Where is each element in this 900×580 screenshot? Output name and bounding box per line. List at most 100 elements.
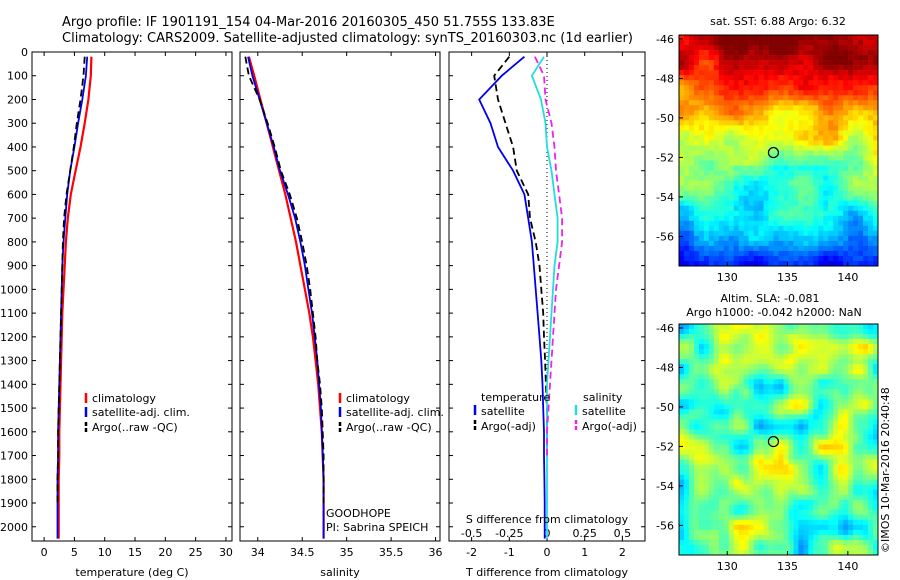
sla-cell: [793, 529, 799, 536]
sla-cell: [708, 474, 715, 480]
sla-cell: [738, 364, 744, 370]
sst-cell: [858, 195, 864, 202]
sst-cell: [843, 60, 849, 66]
sst-cell: [768, 250, 774, 257]
sst-cell: [853, 245, 859, 252]
sla-cell: [853, 459, 859, 465]
sst-cell: [723, 180, 730, 186]
sla-cell: [708, 354, 715, 360]
sst-cell: [808, 125, 814, 131]
sla-cell: [753, 414, 759, 420]
sla-cell: [679, 494, 685, 501]
sla-cell: [748, 429, 754, 435]
sla-cell: [863, 454, 869, 460]
sst-cell: [718, 55, 725, 61]
sla-cell: [718, 429, 725, 435]
sla-cell: [753, 329, 759, 335]
sla-cell: [868, 519, 874, 526]
sst-cell: [688, 50, 695, 56]
sst-cell: [873, 145, 878, 151]
sla-cell: [738, 534, 744, 541]
sst-cell: [758, 150, 764, 156]
sst-cell: [803, 125, 809, 131]
sla-cell: [843, 339, 849, 345]
sla-cell: [713, 469, 720, 475]
sla-cell: [823, 369, 829, 375]
sla-cell: [708, 544, 715, 551]
sla-cell: [873, 509, 878, 516]
sst-cell: [858, 180, 864, 186]
sst-cell: [763, 85, 769, 91]
sla-cell: [723, 489, 730, 496]
sst-cell: [718, 220, 725, 227]
sst-cell: [868, 220, 874, 227]
sla-cell: [848, 344, 854, 350]
sst-cell: [848, 45, 854, 51]
sla-cell: [748, 514, 754, 521]
sst-cell: [718, 170, 725, 176]
sst-cell: [813, 105, 819, 111]
sst-cell: [738, 35, 744, 41]
sla-cell: [823, 374, 829, 380]
sla-cell: [833, 474, 839, 480]
sla-cell: [863, 404, 869, 410]
sla-cell: [813, 404, 819, 410]
sst-cell: [793, 70, 799, 76]
sst-cell: [763, 245, 769, 252]
sst-cell: [718, 150, 725, 156]
sla-cell: [793, 459, 799, 465]
sst-cell: [743, 175, 749, 181]
sla-cell: [818, 424, 824, 430]
sst-cell: [743, 105, 749, 111]
sla-cell: [688, 519, 695, 526]
sla-cell: [758, 449, 764, 455]
sst-cell: [723, 175, 730, 181]
sst-cell: [698, 250, 705, 257]
sst-cell: [863, 160, 869, 166]
sla-cell: [748, 434, 754, 440]
sla-cell: [798, 469, 804, 475]
sla-cell: [803, 399, 809, 405]
sst-cell: [728, 210, 735, 217]
sst-cell: [848, 135, 854, 141]
sst-cell: [763, 105, 769, 111]
sst-cell: [733, 125, 739, 131]
sst-cell: [843, 35, 849, 41]
sla-cell: [793, 534, 799, 541]
sla-cell: [783, 469, 789, 475]
sla-cell: [708, 454, 715, 460]
sla-cell: [688, 349, 695, 355]
sst-cell: [713, 95, 720, 101]
sst-cell: [758, 230, 764, 237]
sst-cell: [853, 50, 859, 56]
sst-cell: [803, 60, 809, 66]
sla-cell: [758, 329, 764, 335]
sla-cell: [783, 444, 789, 450]
sst-cell: [803, 115, 809, 121]
sla-cell: [768, 389, 774, 395]
sla-cell: [693, 504, 700, 511]
sla-cell: [853, 474, 859, 480]
sst-cell: [873, 190, 878, 196]
sla-cell: [708, 494, 715, 501]
sla-cell: [843, 369, 849, 375]
sst-cell: [793, 260, 799, 266]
sst-cell: [728, 185, 735, 191]
sla-cell: [848, 394, 854, 400]
sst-cell: [808, 65, 814, 71]
sst-cell: [808, 140, 814, 146]
sla-cell: [818, 449, 824, 455]
sst-cell: [753, 175, 759, 181]
sst-cell: [783, 35, 789, 41]
sst-cell: [733, 255, 739, 262]
sst-cell: [858, 130, 864, 136]
sst-cell: [838, 240, 844, 247]
sla-cell: [873, 479, 878, 485]
sst-cell: [723, 165, 730, 171]
sst-cell: [758, 145, 764, 151]
sst-cell: [688, 105, 695, 111]
sst-cell: [703, 95, 710, 101]
sla-cell: [763, 489, 769, 496]
sla-cell: [723, 539, 730, 546]
sst-cell: [853, 180, 859, 186]
